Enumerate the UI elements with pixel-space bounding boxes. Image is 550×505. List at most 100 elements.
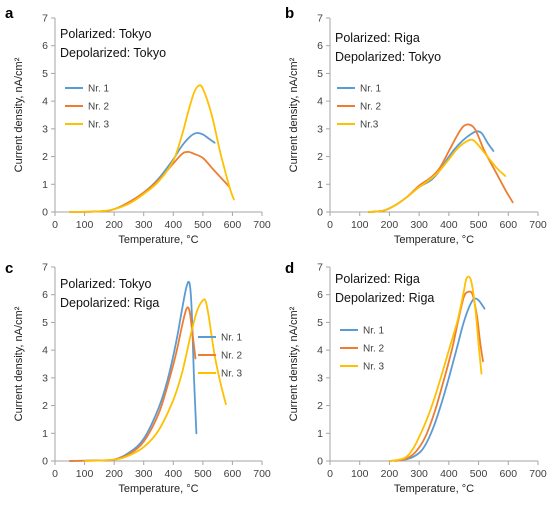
x-tick-label: 100 bbox=[351, 219, 369, 231]
series-line-2 bbox=[394, 290, 484, 462]
series-line-2 bbox=[367, 123, 514, 213]
y-tick-label: 2 bbox=[42, 400, 48, 412]
series-line-2 bbox=[68, 151, 231, 213]
y-tick-label: 0 bbox=[42, 456, 48, 468]
y-axis-title: Current density, nA/cm² bbox=[288, 306, 300, 421]
legend: Nr. 1 Nr. 2 Nr. 3 bbox=[340, 326, 385, 373]
y-tick-label: 7 bbox=[317, 13, 323, 25]
series-line-3 bbox=[388, 275, 483, 462]
x-axis-title: Temperature, °C bbox=[394, 483, 474, 495]
legend-label: Nr. 1 bbox=[363, 326, 385, 337]
y-tick-label: 4 bbox=[42, 345, 48, 357]
annotation-line: Polarized: Riga bbox=[335, 31, 420, 45]
y-tick-label: 5 bbox=[42, 317, 48, 329]
y-tick-label: 4 bbox=[317, 96, 323, 108]
y-tick-label: 3 bbox=[317, 372, 323, 384]
x-tick-label: 300 bbox=[410, 468, 428, 480]
x-tick-label: 200 bbox=[105, 468, 123, 480]
legend-label: Nr.3 bbox=[360, 120, 379, 131]
annotation-line: Polarized: Tokyo bbox=[60, 27, 152, 41]
annotation-line: Depolarized: Tokyo bbox=[60, 46, 166, 60]
x-tick-label: 0 bbox=[52, 219, 58, 231]
legend-label: Nr. 2 bbox=[360, 102, 382, 113]
series-line-1 bbox=[68, 132, 216, 213]
legend-label: Nr. 2 bbox=[88, 102, 110, 113]
x-tick-label: 600 bbox=[224, 468, 242, 480]
x-tick-label: 400 bbox=[440, 219, 458, 231]
x-tick-label: 400 bbox=[440, 468, 458, 480]
x-tick-label: 600 bbox=[500, 219, 518, 231]
y-tick-label: 7 bbox=[42, 262, 48, 274]
x-tick-label: 500 bbox=[194, 468, 212, 480]
y-tick-label: 2 bbox=[317, 400, 323, 412]
chart-panel-c: c 0 1 2 3 4 5 6 7 0 100 200 300 400 500 600 700 Temperatu… bbox=[5, 260, 271, 495]
x-tick-label: 700 bbox=[529, 219, 547, 231]
y-tick-label: 6 bbox=[317, 289, 323, 301]
y-tick-label: 4 bbox=[42, 96, 48, 108]
x-tick-label: 0 bbox=[52, 468, 58, 480]
y-tick-label: 5 bbox=[317, 68, 323, 80]
y-axis-title: Current density, nA/cm² bbox=[13, 57, 25, 172]
series-line-3 bbox=[68, 84, 235, 213]
y-axis-title: Current density, nA/cm² bbox=[13, 306, 25, 421]
y-tick-label: 3 bbox=[42, 123, 48, 135]
y-tick-label: 4 bbox=[317, 345, 323, 357]
annotation-line: Polarized: Tokyo bbox=[60, 277, 152, 291]
annotation-line: Depolarized: Riga bbox=[60, 296, 159, 310]
panel-letter: b bbox=[285, 5, 294, 22]
legend-label: Nr. 2 bbox=[221, 351, 243, 362]
x-tick-label: 600 bbox=[500, 468, 518, 480]
x-tick-label: 500 bbox=[194, 219, 212, 231]
legend: Nr. 1 Nr. 2 Nr. 3 bbox=[65, 84, 110, 131]
y-tick-label: 6 bbox=[42, 289, 48, 301]
x-tick-label: 700 bbox=[253, 219, 271, 231]
x-tick-label: 500 bbox=[470, 468, 488, 480]
y-tick-label: 7 bbox=[317, 262, 323, 274]
chart-panel-a: a 0 1 2 3 4 5 6 7 0 100 200 300 400 500 600 700 Temperatu… bbox=[5, 5, 271, 246]
series-line-1 bbox=[388, 297, 486, 462]
y-axis-title: Current density, nA/cm² bbox=[288, 57, 300, 172]
legend-label: Nr. 3 bbox=[221, 369, 243, 380]
y-tick-label: 2 bbox=[42, 151, 48, 163]
y-tick-label: 1 bbox=[317, 428, 323, 440]
legend-label: Nr. 3 bbox=[88, 120, 110, 131]
x-tick-label: 700 bbox=[529, 468, 547, 480]
x-tick-label: 300 bbox=[135, 468, 153, 480]
x-tick-label: 700 bbox=[253, 468, 271, 480]
x-tick-label: 100 bbox=[351, 468, 369, 480]
y-tick-label: 0 bbox=[42, 207, 48, 219]
annotation-line: Polarized: Riga bbox=[335, 272, 420, 286]
y-tick-label: 3 bbox=[42, 372, 48, 384]
y-tick-label: 0 bbox=[317, 456, 323, 468]
x-tick-label: 300 bbox=[135, 219, 153, 231]
x-tick-label: 100 bbox=[76, 468, 94, 480]
y-tick-label: 5 bbox=[42, 68, 48, 80]
x-tick-label: 100 bbox=[76, 219, 94, 231]
legend-label: Nr. 3 bbox=[363, 362, 385, 373]
chart-panel-d: d 0 1 2 3 4 5 6 7 0 100 200 300 400 500 600 700 Temperatu… bbox=[285, 260, 547, 495]
x-tick-label: 500 bbox=[470, 219, 488, 231]
series-line-3 bbox=[83, 298, 227, 462]
y-tick-label: 1 bbox=[42, 428, 48, 440]
legend-label: Nr. 1 bbox=[360, 84, 382, 95]
y-tick-label: 2 bbox=[317, 151, 323, 163]
x-axis-title: Temperature, °C bbox=[118, 483, 198, 495]
legend: Nr. 1 Nr. 2 Nr. 3 bbox=[198, 333, 243, 380]
y-tick-label: 6 bbox=[317, 40, 323, 52]
legend-label: Nr. 2 bbox=[363, 344, 385, 355]
x-axis-title: Temperature, °C bbox=[394, 234, 474, 246]
x-tick-label: 300 bbox=[410, 219, 428, 231]
series-line-2 bbox=[68, 306, 197, 462]
annotation-line: Depolarized: Riga bbox=[335, 291, 434, 305]
y-tick-label: 1 bbox=[42, 179, 48, 191]
x-tick-label: 400 bbox=[165, 468, 183, 480]
x-axis-title: Temperature, °C bbox=[118, 234, 198, 246]
x-tick-label: 600 bbox=[224, 219, 242, 231]
chart-panel-b: b 0 1 2 3 4 5 6 7 0 100 200 300 400 500 600 700 Temperatu… bbox=[285, 5, 547, 246]
x-tick-label: 200 bbox=[105, 219, 123, 231]
x-tick-label: 400 bbox=[165, 219, 183, 231]
x-tick-label: 200 bbox=[381, 468, 399, 480]
legend-label: Nr. 1 bbox=[88, 84, 110, 95]
series-line-1 bbox=[367, 130, 495, 213]
